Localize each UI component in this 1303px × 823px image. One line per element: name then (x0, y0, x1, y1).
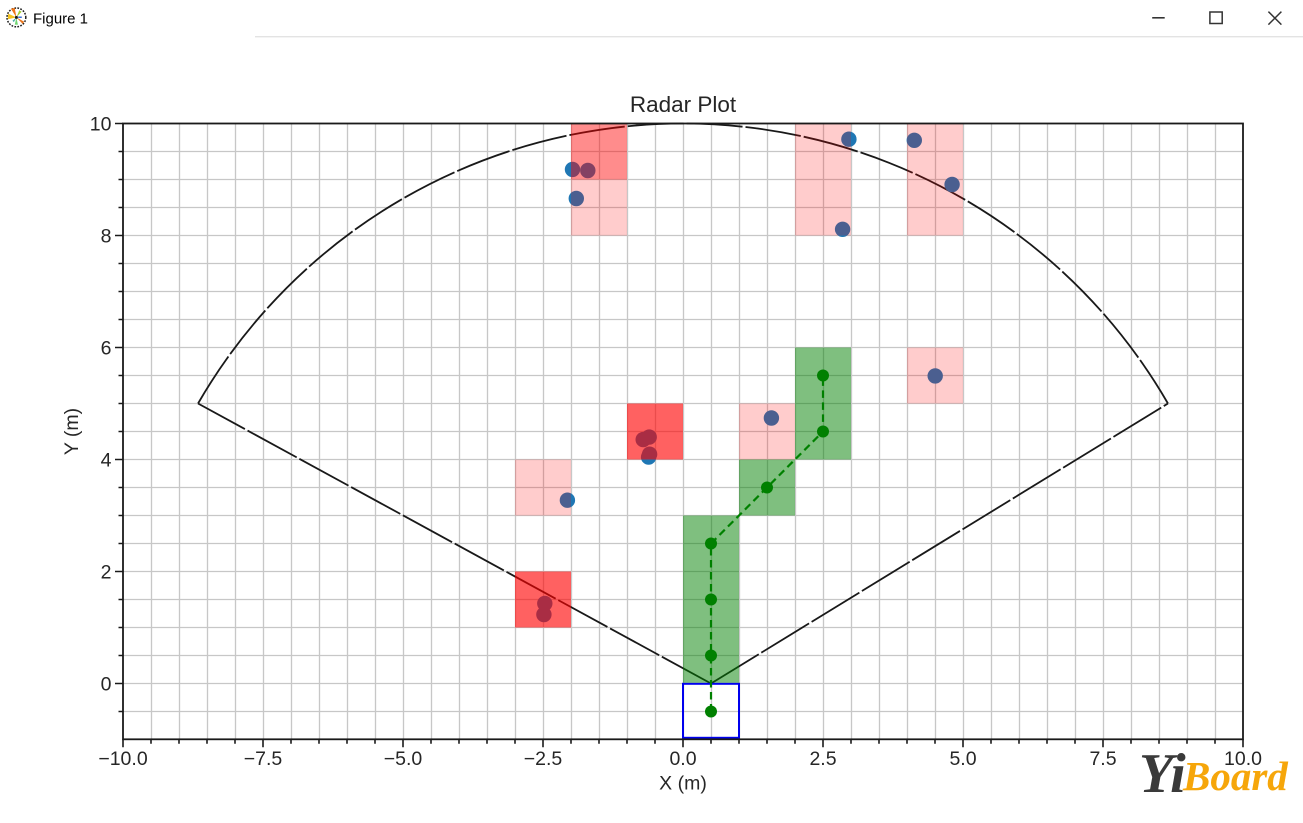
svg-text:5.0: 5.0 (949, 748, 976, 770)
svg-text:Radar Plot: Radar Plot (630, 92, 737, 117)
svg-text:Board: Board (1182, 753, 1288, 799)
svg-text:2: 2 (101, 562, 112, 584)
svg-text:7.5: 7.5 (1089, 748, 1116, 770)
svg-text:Board: Board (1182, 753, 1288, 799)
svg-text:10.0: 10.0 (1224, 748, 1262, 770)
svg-text:4: 4 (101, 450, 112, 472)
svg-text:2.5: 2.5 (809, 748, 836, 770)
svg-text:Yi: Yi (1139, 743, 1186, 805)
svg-text:Yi: Yi (1139, 743, 1186, 805)
svg-text:−10.0: −10.0 (98, 748, 147, 770)
svg-text:8: 8 (101, 226, 112, 248)
svg-text:X (m): X (m) (659, 773, 707, 795)
svg-text:−2.5: −2.5 (524, 748, 563, 770)
svg-text:6: 6 (101, 338, 112, 360)
svg-text:0: 0 (101, 674, 112, 696)
svg-text:0.0: 0.0 (669, 748, 696, 770)
svg-text:Y (m): Y (m) (61, 408, 83, 455)
svg-text:−7.5: −7.5 (244, 748, 283, 770)
svg-text:Figure 1: Figure 1 (33, 11, 88, 28)
svg-text:10: 10 (90, 114, 112, 136)
svg-text:−5.0: −5.0 (384, 748, 423, 770)
